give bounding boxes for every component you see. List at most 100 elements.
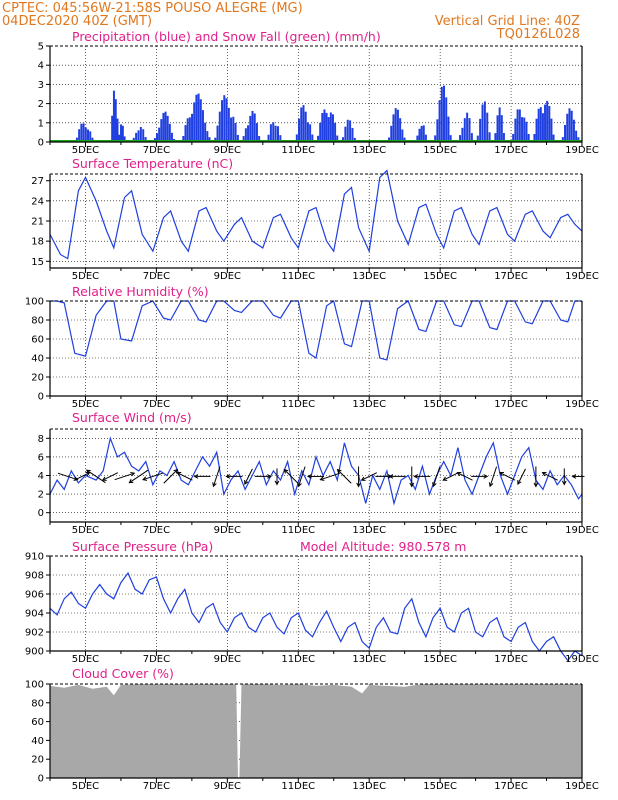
wind-arrow-head	[541, 471, 547, 477]
x-tick-label: 11DEC	[281, 525, 315, 536]
wind-arrow-head	[283, 468, 289, 474]
y-tick-label: 40	[31, 736, 44, 747]
wind-arrow	[114, 472, 135, 481]
precip-bar	[566, 113, 569, 142]
x-tick-label: 13DEC	[352, 145, 386, 156]
wind-arrow-head	[306, 474, 312, 479]
precip-bar	[166, 115, 169, 142]
precip-bar	[552, 134, 555, 142]
precip-bar	[208, 137, 211, 142]
precip-bar	[572, 119, 575, 142]
precip-bar	[158, 127, 161, 142]
wind-arrow	[320, 472, 341, 481]
x-tick-label: 11DEC	[281, 654, 315, 665]
humidity-panel: 0 20 40 60 80 100 5DEC 7DEC 9DEC 11DEC 13DEC 15DEC 1…	[25, 297, 599, 411]
precip-bar	[527, 133, 530, 142]
precip-bar	[214, 137, 217, 142]
y-tick-label: 15	[31, 257, 44, 268]
precip-bar	[121, 125, 124, 142]
precip-bar	[525, 121, 528, 142]
x-tick-label: 5DEC	[72, 781, 99, 792]
y-tick-label: 5	[38, 42, 44, 53]
y-tick-label: 2	[38, 99, 44, 110]
x-tick-label: 11DEC	[281, 399, 315, 410]
precip-bar	[390, 125, 393, 142]
precip-bar	[80, 123, 83, 142]
precip-bar	[276, 126, 279, 142]
precip-bar	[168, 123, 171, 142]
wind-arrow-head	[488, 482, 494, 488]
precip-bar	[394, 108, 397, 142]
precip-bar	[170, 132, 173, 142]
precip-bar	[302, 105, 305, 142]
precip-bar	[91, 137, 94, 142]
x-tick-label: 11DEC	[281, 145, 315, 156]
x-tick-label: 5DEC	[72, 654, 99, 665]
precip-bar	[114, 99, 117, 142]
y-tick-label: 21	[31, 217, 44, 228]
wind-arrow	[542, 472, 558, 481]
x-tick-label: 11DEC	[281, 271, 315, 282]
wind-arrow	[129, 469, 149, 484]
precip-bar	[564, 124, 567, 142]
precip-bar	[514, 118, 517, 142]
wind-arrow	[283, 469, 299, 484]
precip-bar	[321, 112, 324, 142]
y-tick-label: 60	[31, 335, 44, 346]
precip-bar	[223, 95, 226, 142]
precip-bar	[420, 125, 423, 142]
precip-bar	[253, 113, 256, 142]
wind-arrow-head	[456, 471, 462, 477]
precip-bar	[120, 124, 123, 142]
wind-arrow-head	[360, 476, 366, 481]
header-grid-line: Vertical Grid Line: 40Z	[435, 14, 580, 29]
y-tick-label: 8	[38, 434, 44, 445]
y-tick-label: 0	[38, 774, 44, 785]
precip-bar	[344, 126, 347, 142]
y-tick-label: 4	[38, 61, 44, 72]
x-tick-label: 15DEC	[423, 525, 457, 536]
y-tick-label: 0	[38, 392, 44, 403]
wind-arrow	[212, 466, 221, 487]
precip-bar	[274, 125, 277, 142]
precip-bar	[144, 137, 147, 142]
precip-bar	[317, 135, 320, 142]
precip-bar	[440, 86, 443, 142]
precip-bar	[300, 107, 303, 142]
precip-bar	[459, 135, 462, 142]
wind-arrow	[489, 466, 498, 487]
x-tick-label: 19DEC	[565, 781, 599, 792]
precip-bar	[216, 125, 219, 142]
model-altitude: Model Altitude: 980.578 m	[300, 539, 466, 554]
precip-bar	[539, 107, 542, 142]
precip-bar	[230, 117, 233, 142]
precip-bar	[523, 117, 526, 142]
x-tick-label: 19DEC	[565, 399, 599, 410]
y-tick-label: 2	[38, 490, 44, 501]
y-tick-label: 910	[25, 552, 44, 563]
precip-bar	[112, 90, 115, 142]
y-tick-label: 4	[38, 471, 44, 482]
wind-arrow	[432, 466, 441, 487]
precip-bar	[311, 134, 314, 142]
y-tick-label: 20	[31, 373, 44, 384]
wind-arrow-head	[244, 479, 249, 485]
precip-bar	[399, 118, 402, 142]
precip-bar	[191, 113, 194, 142]
y-tick-label: 100	[25, 680, 44, 691]
x-tick-label: 7DEC	[143, 654, 170, 665]
y-tick-label: 20	[31, 755, 44, 766]
precip-bar	[204, 122, 207, 142]
humidity-title: Relative Humidity (%)	[72, 284, 209, 299]
precip-bar	[135, 132, 138, 142]
precip-bar	[195, 94, 198, 142]
wind-arrow	[142, 472, 163, 481]
precip-bar	[463, 118, 466, 142]
precip-bar	[483, 101, 486, 142]
wind-speed-line	[49, 436, 583, 506]
x-tick-label: 13DEC	[352, 271, 386, 282]
precip-bar	[87, 129, 90, 142]
precip-bar	[327, 117, 330, 142]
wind-arrow	[499, 472, 516, 481]
precip-bar	[488, 132, 491, 142]
